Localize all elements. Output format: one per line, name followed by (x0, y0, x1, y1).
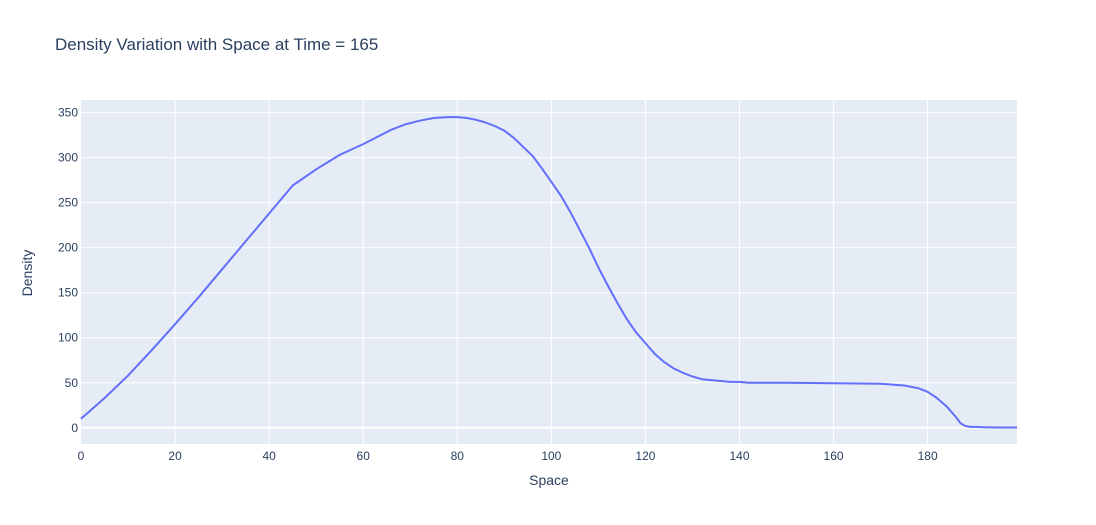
y-tick-label: 250 (58, 196, 78, 210)
plot-background (81, 100, 1017, 444)
x-tick-label: 180 (918, 449, 938, 463)
y-axis-title: Density (19, 250, 35, 297)
x-tick-label: 120 (635, 449, 655, 463)
x-tick-label: 80 (451, 449, 465, 463)
x-tick-label: 100 (541, 449, 561, 463)
y-tick-label: 150 (58, 286, 78, 300)
x-tick-label: 140 (729, 449, 749, 463)
x-tick-label: 0 (78, 449, 85, 463)
y-tick-label: 50 (65, 376, 79, 390)
x-tick-label: 60 (357, 449, 371, 463)
x-tick-labels: 0 20 40 60 80 100 120 140 160 180 (78, 449, 938, 463)
y-tick-label: 350 (58, 106, 78, 120)
y-tick-labels: 0 50 100 150 200 250 300 350 (58, 106, 78, 435)
y-tick-label: 300 (58, 151, 78, 165)
y-tick-label: 100 (58, 331, 78, 345)
x-axis-title: Space (529, 472, 569, 488)
y-gridlines (81, 112, 1017, 429)
chart-title: Density Variation with Space at Time = 1… (55, 35, 378, 54)
x-tick-label: 20 (168, 449, 182, 463)
x-tick-label: 160 (824, 449, 844, 463)
x-tick-label: 40 (262, 449, 276, 463)
y-tick-label: 0 (71, 421, 78, 435)
density-series-line (80, 116, 1017, 429)
y-tick-label: 200 (58, 241, 78, 255)
